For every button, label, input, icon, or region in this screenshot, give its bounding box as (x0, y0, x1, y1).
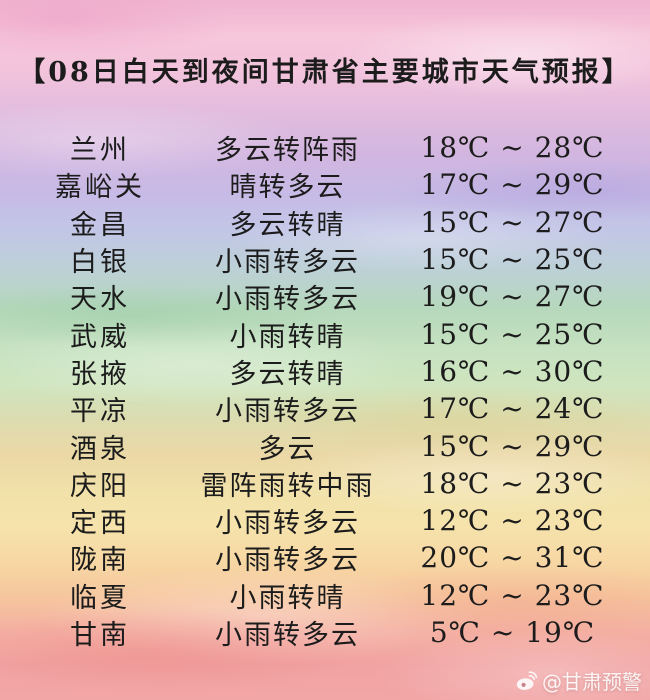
weather-condition: 多云转晴 (229, 209, 346, 241)
forecast-row: 酒泉 多云 15℃ ~ 29℃ (0, 427, 650, 465)
weather-condition: 小雨转多云 (215, 620, 360, 652)
weather-condition: 小雨转多云 (215, 396, 360, 428)
temperature-range: 17℃ ~ 29℃ (420, 168, 605, 202)
forecast-table: 兰州 多云转阵雨 18℃ ~ 28℃ 嘉峪关 晴转多云 17℃ ~ 29℃ 金昌 多云转晴 15… (0, 129, 650, 651)
city-name: 酒泉 (70, 433, 130, 465)
forecast-title: 【08日白天到夜间甘肃省主要城市天气预报】 (18, 57, 632, 88)
temperature-range: 15℃ ~ 25℃ (420, 243, 605, 277)
forecast-row: 陇南 小雨转多云 20℃ ~ 31℃ (0, 539, 650, 576)
forecast-row: 张掖 多云转晴 16℃ ~ 30℃ (0, 353, 650, 390)
city-name: 平凉 (70, 396, 130, 428)
city-name: 定西 (70, 508, 130, 540)
weather-condition: 小雨转多云 (215, 247, 360, 279)
temperature-range: 12℃ ~ 23℃ (420, 578, 605, 612)
forecast-row: 平凉 小雨转多云 17℃ ~ 24℃ (0, 390, 650, 427)
forecast-row: 甘南 小雨转多云 5℃ ~ 19℃ (0, 614, 650, 651)
watermark-handle: @甘肃预警 (542, 670, 642, 694)
temperature-range: 17℃ ~ 24℃ (420, 392, 605, 426)
watermark: @甘肃预警 (514, 666, 642, 695)
city-name: 嘉峪关 (55, 172, 145, 204)
city-name: 临夏 (70, 582, 130, 614)
temperature-range: 15℃ ~ 29℃ (420, 429, 605, 463)
temperature-range: 16℃ ~ 30℃ (420, 354, 605, 388)
city-name: 甘南 (70, 620, 130, 652)
temperature-range: 12℃ ~ 23℃ (420, 504, 605, 538)
forecast-row: 庆阳 雷阵雨转中雨 18℃ ~ 23℃ (0, 465, 650, 502)
forecast-row: 嘉峪关 晴转多云 17℃ ~ 29℃ (0, 166, 650, 203)
city-name: 金昌 (70, 209, 130, 241)
weather-condition: 小雨转多云 (215, 284, 360, 316)
weather-condition: 小雨转晴 (229, 321, 346, 353)
weather-condition: 晴转多云 (229, 172, 346, 204)
city-name: 张掖 (70, 358, 130, 390)
weather-condition: 小雨转多云 (215, 508, 360, 540)
forecast-row: 定西 小雨转多云 12℃ ~ 23℃ (0, 502, 650, 539)
temperature-range: 15℃ ~ 25℃ (420, 317, 605, 351)
temperature-range: 15℃ ~ 27℃ (420, 205, 605, 239)
weather-condition: 小雨转多云 (215, 545, 360, 577)
forecast-row: 白银 小雨转多云 15℃ ~ 25℃ (0, 241, 650, 278)
temperature-range: 5℃ ~ 19℃ (429, 616, 596, 649)
weather-condition: 多云转阵雨 (215, 135, 360, 167)
weather-condition: 雷阵雨转中雨 (200, 470, 375, 502)
city-name: 武威 (70, 321, 130, 353)
temperature-range: 19℃ ~ 27℃ (420, 280, 605, 314)
city-name: 白银 (70, 247, 130, 279)
temperature-range: 18℃ ~ 23℃ (420, 466, 605, 500)
city-name: 陇南 (70, 545, 130, 577)
forecast-row: 兰州 多云转阵雨 18℃ ~ 28℃ (0, 129, 650, 166)
city-name: 庆阳 (70, 470, 130, 502)
forecast-row: 金昌 多云转晴 15℃ ~ 27℃ (0, 204, 650, 241)
weather-condition: 多云 (258, 433, 317, 465)
temperature-range: 20℃ ~ 31℃ (420, 541, 605, 575)
city-name: 天水 (70, 284, 130, 316)
temperature-range: 18℃ ~ 28℃ (420, 131, 605, 165)
forecast-row: 武威 小雨转晴 15℃ ~ 25℃ (0, 315, 650, 353)
forecast-row: 临夏 小雨转晴 12℃ ~ 23℃ (0, 577, 650, 614)
city-name: 兰州 (70, 135, 130, 167)
forecast-row: 天水 小雨转多云 19℃ ~ 27℃ (0, 278, 650, 315)
weather-condition: 多云转晴 (229, 358, 346, 390)
weibo-icon (514, 669, 538, 693)
weather-condition: 小雨转晴 (229, 582, 346, 614)
